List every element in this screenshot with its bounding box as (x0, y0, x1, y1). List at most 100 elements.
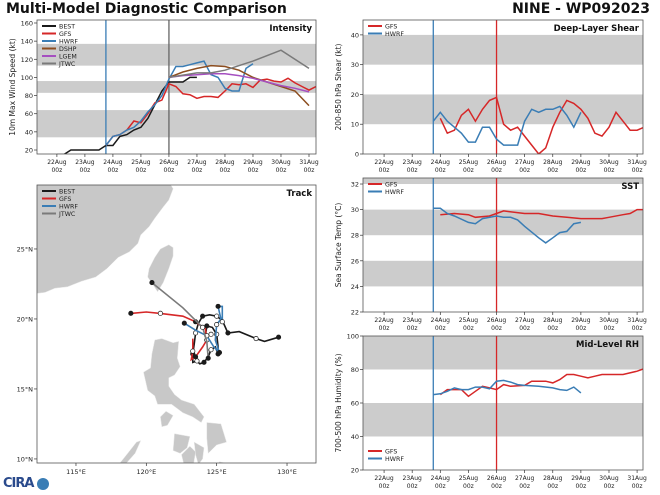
panel-title: Intensity (269, 24, 312, 34)
x-tick-date: 26Aug (487, 159, 507, 166)
x-tick-date: 29Aug (571, 475, 591, 482)
track-point (193, 354, 199, 360)
series-lgem (168, 73, 310, 93)
x-tick-hour: 00z (407, 483, 418, 490)
series-hwrf (433, 207, 582, 244)
series-hwrf (433, 379, 582, 396)
legend-item-hwrf: HWRF (42, 39, 78, 46)
legend-label: BEST (59, 189, 75, 196)
cira-logo: CIRA (3, 476, 49, 491)
x-tick-hour: 00z (547, 167, 558, 174)
y-tick-label: 22 (351, 309, 359, 317)
legend-label: DSHP (59, 46, 77, 53)
series-gfs (439, 96, 643, 154)
series-hwrf (432, 105, 582, 146)
x-tick-hour: 00z (435, 325, 446, 332)
x-tick-hour: 00z (604, 483, 615, 490)
panel-title: Track (287, 189, 313, 199)
panel-title: Deep-Layer Shear (554, 24, 640, 34)
series-gfs (105, 77, 316, 146)
x-tick-hour: 00z (632, 167, 643, 174)
storm-id: NINE - WP092023 (512, 1, 650, 17)
legend-item-best: BEST (42, 24, 75, 31)
legend-label: GFS (385, 449, 397, 456)
track-point (205, 355, 211, 361)
legend-label: JTWC (58, 61, 76, 68)
x-tick-date: 27Aug (515, 159, 535, 166)
x-tick-date: 25Aug (459, 159, 479, 166)
legend-label: GFS (59, 196, 71, 203)
x-tick-hour: 00z (435, 167, 446, 174)
x-tick-date: 25Aug (131, 159, 151, 166)
y-tick-label: 80 (25, 92, 33, 100)
x-tick-hour: 00z (632, 325, 643, 332)
y-tick-label: 100 (21, 74, 33, 82)
panel-title: SST (621, 182, 639, 192)
x-tick-date: 31Aug (627, 317, 647, 324)
track-point (200, 313, 206, 319)
x-tick-hour: 00z (463, 167, 474, 174)
x-tick-hour: 00z (491, 167, 502, 174)
threshold-band (37, 110, 316, 138)
track-point (214, 313, 220, 319)
luzon-landmass (143, 338, 205, 423)
y-axis-label: 700-500 hPa Humidity (%) (334, 353, 343, 452)
legend-item-hwrf: HWRF (368, 189, 404, 196)
x-tick-date: 24Aug (103, 159, 123, 166)
track-point (157, 310, 163, 316)
x-tick-label: 120°E (136, 468, 156, 476)
x-tick-hour: 00z (379, 325, 390, 332)
threshold-band (363, 34, 643, 65)
track-point (128, 310, 134, 316)
legend-item-lgem: LGEM (42, 54, 77, 61)
x-tick-date: 23Aug (75, 159, 95, 166)
panay-landmass (172, 433, 191, 454)
y-tick-label: 26 (351, 257, 359, 265)
legend-label: GFS (385, 24, 397, 31)
track-point (181, 320, 187, 326)
y-tick-label: 60 (25, 110, 33, 118)
x-tick-date: 23Aug (403, 317, 423, 324)
x-tick-date: 24Aug (431, 317, 451, 324)
y-tick-label: 120 (21, 56, 33, 64)
x-tick-hour: 00z (435, 483, 446, 490)
y-tick-label: 24 (351, 283, 359, 291)
legend-label: HWRF (385, 456, 404, 463)
y-tick-label: 10°N (17, 455, 34, 463)
cebu-landmass (193, 441, 205, 463)
x-tick-date: 23Aug (403, 475, 423, 482)
legend-label: GFS (385, 182, 397, 189)
threshold-band (363, 209, 643, 236)
samar-leyte-landmass (206, 422, 227, 454)
x-tick-hour: 00z (304, 167, 315, 174)
rh-panel: Mid-Level RH 20 40 60 80 100 700-500 hPa Humid… (334, 333, 647, 491)
plot-frame (36, 19, 317, 155)
plot-frame (362, 177, 644, 313)
track-point (219, 319, 225, 325)
y-tick-label: 160 (21, 19, 33, 27)
legend-item-jtwc: JTWC (42, 61, 76, 68)
legend-item-hwrf: HWRF (368, 31, 404, 38)
x-tick-hour: 00z (276, 167, 287, 174)
y-tick-label: 40 (351, 433, 359, 441)
x-tick-hour: 00z (547, 325, 558, 332)
y-axis-label: 200-850 hPa Shear (kt) (334, 43, 343, 130)
legend-item-hwrf: HWRF (368, 456, 404, 463)
x-tick-hour: 00z (108, 167, 119, 174)
y-tick-label: 10 (351, 121, 359, 129)
legend-label: LGEM (59, 54, 77, 61)
y-tick-label: 20 (25, 147, 33, 155)
x-tick-date: 22Aug (374, 475, 394, 482)
series-best (56, 76, 197, 154)
x-tick-hour: 00z (575, 167, 586, 174)
x-tick-hour: 00z (632, 483, 643, 490)
x-tick-date: 27Aug (187, 159, 207, 166)
y-tick-label: 15°N (17, 385, 34, 393)
x-tick-date: 28Aug (215, 159, 235, 166)
x-tick-hour: 00z (547, 483, 558, 490)
y-tick-label: 30 (351, 61, 359, 69)
y-tick-label: 20°N (17, 315, 34, 323)
shear-panel: Deep-Layer Shear 0 10 20 30 40 200-850 hPa She… (334, 19, 647, 174)
x-tick-date: 30Aug (271, 159, 291, 166)
x-tick-date: 22Aug (374, 317, 394, 324)
